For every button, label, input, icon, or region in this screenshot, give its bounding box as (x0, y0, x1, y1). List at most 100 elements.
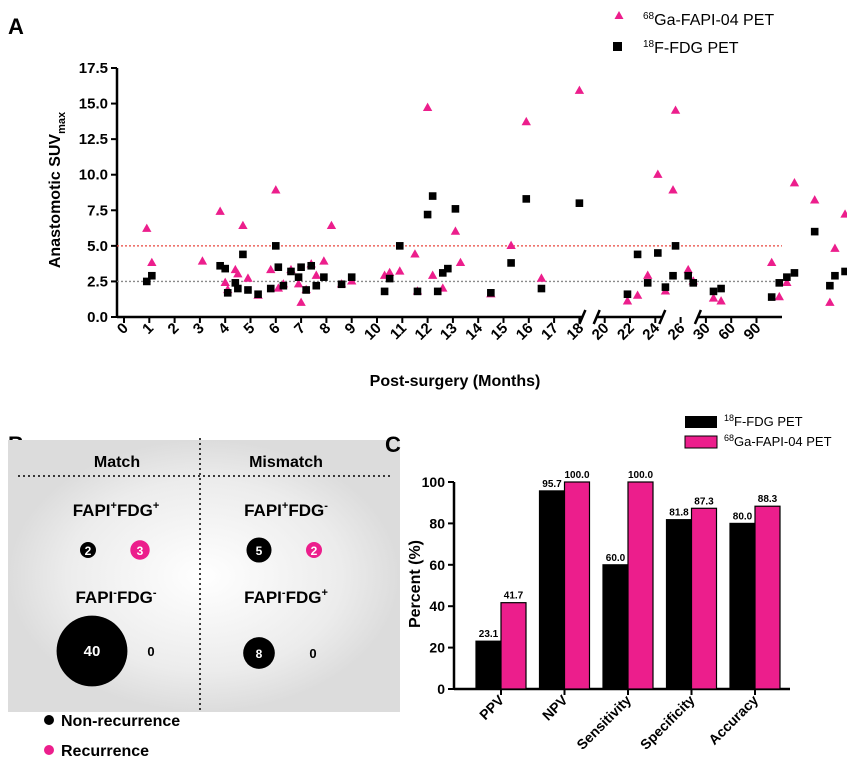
fapi-point-1 (147, 257, 157, 267)
fdg-point-41 (654, 249, 662, 257)
y-tick-label-0: 0.0 (87, 309, 108, 326)
bar-y-axis-label: Percent (%) (407, 540, 424, 628)
bar-y-tick-label-0: 0 (437, 681, 445, 697)
bar-0-3 (665, 519, 693, 690)
bar-category-label-4: Accuracy (705, 692, 761, 748)
fdg-point-17 (302, 286, 310, 294)
fdg-point-56 (841, 267, 847, 276)
panel-c: C 18F-FDG PET 68Ga-FAPI-04 PET Percent (… (385, 413, 832, 753)
bar-label-1-2: 100.0 (628, 470, 653, 481)
fdg-point-45 (684, 271, 692, 280)
legend-recurrence-dot (44, 745, 54, 755)
fapi-point-9 (243, 273, 253, 282)
fapi-point-33 (450, 226, 461, 235)
x-axis-break-2 (658, 309, 667, 325)
bar-1-3 (690, 507, 718, 690)
non-recurrence-count-0: 2 (85, 544, 92, 558)
legend-fdg-bar-text: F-FDG PET (734, 414, 803, 429)
fdg-point-38 (623, 290, 632, 299)
x-tick-label-18: 18 (563, 320, 587, 344)
fapi-point-37 (521, 116, 531, 126)
y-tick-label-1: 2.5 (87, 273, 108, 290)
fdg-point-0 (142, 277, 151, 286)
scatter-points (142, 85, 847, 306)
legend-non-recurrence-label: Non-recurrence (61, 713, 180, 730)
fapi-point-57 (830, 243, 840, 252)
recurrence-count-2: 0 (147, 644, 154, 659)
bar-label-0-1: 95.7 (542, 479, 562, 490)
bar-y-tick-label-2: 40 (429, 598, 445, 614)
fdg-point-4 (223, 289, 232, 297)
x-tick-label-16: 16 (513, 320, 537, 344)
legend-fdg-sup: 18 (643, 39, 655, 50)
fdg-point-14 (287, 267, 295, 276)
fapi-point-38 (536, 273, 547, 282)
x-tick-label-22: 26 (665, 320, 689, 344)
legend-fdg-text: F-FDG PET (654, 40, 739, 57)
fapi-point-54 (789, 178, 800, 187)
fapi-point-2 (197, 256, 208, 265)
fdg-point-48 (717, 284, 725, 293)
non-recurrence-bubble-2 (56, 615, 128, 687)
legend-fapi-bar-text: Ga-FAPI-04 PET (734, 434, 832, 449)
x-axis-break-3 (693, 309, 703, 325)
x-tick-label-12: 12 (412, 320, 436, 344)
fapi-point-16 (293, 279, 304, 288)
group-label-fdg-2: FDG (117, 588, 153, 607)
legend-fapi-label: 68Ga-FAPI-04 PET (643, 11, 774, 29)
group-label-sup2-1: - (324, 500, 328, 512)
fapi-point-51 (767, 257, 777, 267)
fdg-point-37 (575, 199, 584, 207)
panel-b: B Match Mismatch FAPI+FDG+23FAPI+FDG-52F… (8, 432, 400, 760)
bar-label-0-3: 81.8 (669, 508, 689, 519)
fapi-point-41 (632, 290, 643, 299)
y-tick-label-2: 5.0 (87, 238, 108, 255)
fdg-point-1 (148, 271, 156, 280)
x-axis-break-1 (592, 309, 601, 325)
x-tick-label-0: 0 (114, 320, 132, 338)
x-tick-label-11: 11 (387, 320, 410, 343)
x-tick-label-2: 2 (165, 320, 183, 338)
group-label-0: FAPI+FDG+ (73, 500, 160, 520)
non-recurrence-bubble-0 (80, 542, 96, 558)
fapi-point-20 (311, 270, 321, 279)
fapi-point-34 (455, 257, 466, 267)
fapi-point-56 (825, 297, 835, 306)
panel-a-legend: 68Ga-FAPI-04 PET 18F-FDG PET (613, 11, 774, 57)
bar-0-2 (602, 564, 629, 690)
fdg-point-10 (266, 284, 275, 293)
group-label-fdg-1: FDG (288, 501, 324, 520)
fdg-point-39 (633, 250, 642, 259)
legend-non-recurrence-dot (44, 715, 54, 725)
bar-category-label-3: Specificity (637, 692, 698, 753)
fapi-point-4 (220, 277, 230, 286)
fdg-point-21 (337, 280, 346, 289)
fdg-point-49 (767, 293, 776, 301)
fdg-point-33 (487, 289, 495, 297)
recurrence-count-1: 2 (311, 544, 318, 558)
fdg-point-42 (661, 283, 670, 291)
legend-fapi-sup: 68 (643, 11, 655, 22)
fapi-point-45 (668, 185, 678, 194)
recurrence-count-3: 0 (309, 646, 316, 661)
group-label-3: FAPI-FDG+ (244, 587, 328, 607)
fapi-point-8 (238, 220, 248, 230)
bar-y-tick-label-5: 100 (422, 474, 446, 490)
fapi-point-7 (233, 269, 243, 278)
fdg-point-8 (244, 286, 252, 294)
x-tick-label-15: 15 (488, 320, 512, 344)
bar-category-label-0: PPV (476, 691, 508, 723)
fdg-point-36 (537, 284, 546, 293)
y-axis-label-sub: max (56, 111, 68, 134)
bar-label-1-4: 88.3 (758, 494, 778, 505)
bar-label-0-4: 80.0 (733, 511, 753, 522)
fdg-point-16 (297, 263, 305, 271)
fdg-point-22 (347, 273, 356, 281)
bar-chart: 02040608010023.141.7PPV95.7100.0NPV60.01… (422, 470, 790, 753)
x-tick-label-17: 17 (538, 320, 562, 344)
fdg-point-31 (444, 264, 452, 273)
fdg-point-2 (216, 261, 224, 270)
fapi-point-53 (782, 277, 792, 286)
x-tick-label-24: 60 (715, 320, 739, 344)
y-tick-label-6: 15.0 (79, 96, 108, 113)
